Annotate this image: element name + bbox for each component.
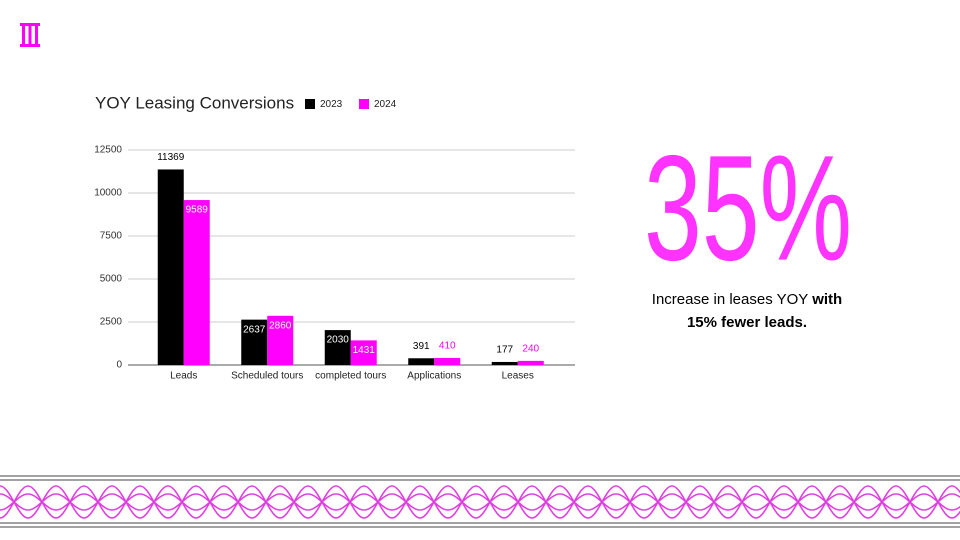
- data-label: 410: [439, 341, 456, 352]
- y-tick-label: 0: [116, 360, 122, 371]
- x-tick-label: completed tours: [315, 371, 386, 382]
- x-tick-label: Leads: [170, 371, 197, 382]
- decorative-border: [0, 475, 960, 528]
- callout-plain: Increase in leases YOY: [652, 291, 808, 308]
- y-tick-label: 5000: [100, 274, 123, 285]
- plot: 0 2500 5000 7500 10000 12500 Leads 11369 9589 Sch…: [94, 145, 575, 382]
- bar: [408, 358, 435, 365]
- callout-bold-1: with: [811, 291, 842, 308]
- data-label: 2637: [243, 324, 266, 335]
- callout-bold: 15% fewer leads.: [687, 314, 807, 331]
- bar: [157, 169, 184, 365]
- x-tick-label: Scheduled tours: [231, 371, 303, 382]
- legend-swatch: [305, 99, 315, 109]
- y-tick-label: 7500: [100, 231, 123, 242]
- bar: [434, 357, 461, 365]
- y-tick-label: 10000: [94, 188, 122, 199]
- legend-swatch: [359, 99, 369, 109]
- data-label: 11369: [157, 152, 185, 163]
- x-tick-label: Leases: [502, 371, 534, 382]
- data-label: 2860: [269, 320, 292, 331]
- bar: [267, 315, 294, 365]
- headline-stat: 35%: [644, 124, 852, 292]
- legend: 2023 2024: [305, 99, 397, 110]
- data-label: 177: [496, 345, 513, 356]
- y-tick-label: 2500: [100, 317, 123, 328]
- y-tick-label: 12500: [94, 145, 122, 156]
- bar: [183, 200, 210, 365]
- chart-title: YOY Leasing Conversions: [95, 93, 294, 112]
- bar: [324, 330, 351, 365]
- bar: [517, 360, 544, 365]
- bar: [350, 340, 377, 365]
- bar: [241, 319, 268, 365]
- data-label: 240: [522, 344, 539, 355]
- callout-text: Increase in leases YOY with: [652, 291, 842, 308]
- data-label: 2030: [327, 335, 350, 346]
- legend-label: 2024: [374, 99, 397, 110]
- logo: [20, 23, 40, 47]
- legend-label: 2023: [320, 99, 343, 110]
- data-label: 9589: [186, 205, 209, 216]
- x-tick-label: Applications: [407, 371, 461, 382]
- bar: [491, 361, 518, 365]
- data-label: 1431: [353, 345, 376, 356]
- data-label: 391: [413, 341, 430, 352]
